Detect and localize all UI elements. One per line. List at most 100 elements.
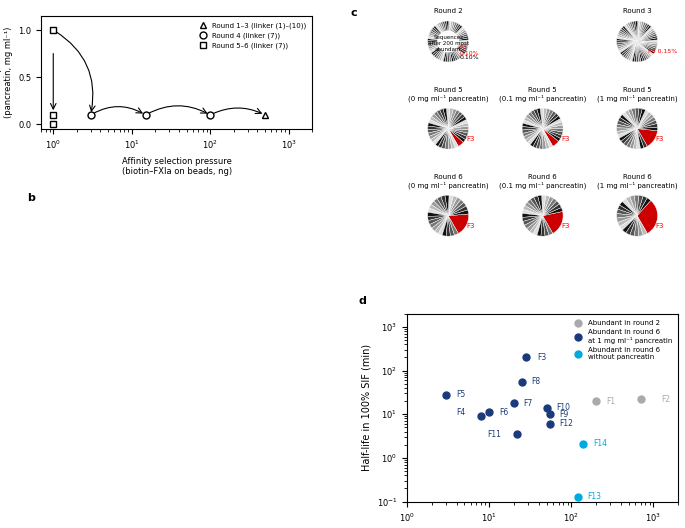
Wedge shape [522, 216, 543, 221]
Wedge shape [635, 108, 638, 129]
Wedge shape [540, 129, 543, 149]
Wedge shape [637, 120, 657, 129]
Text: F10: F10 [556, 403, 571, 412]
Wedge shape [428, 42, 448, 49]
Wedge shape [616, 213, 637, 218]
Wedge shape [536, 129, 543, 149]
Wedge shape [616, 124, 637, 129]
Wedge shape [448, 196, 457, 216]
Wedge shape [448, 129, 469, 133]
Wedge shape [637, 36, 657, 42]
Wedge shape [440, 109, 448, 129]
Wedge shape [525, 129, 543, 143]
Wedge shape [448, 195, 453, 216]
Wedge shape [448, 216, 455, 236]
Wedge shape [637, 42, 658, 46]
Wedge shape [625, 196, 637, 216]
Text: F13: F13 [588, 492, 601, 501]
Wedge shape [438, 129, 448, 148]
Wedge shape [543, 109, 550, 129]
Wedge shape [448, 122, 469, 129]
Wedge shape [634, 21, 637, 42]
Wedge shape [448, 214, 469, 233]
Wedge shape [623, 216, 637, 233]
Wedge shape [428, 34, 448, 42]
Wedge shape [429, 117, 448, 129]
Wedge shape [448, 40, 469, 42]
Wedge shape [616, 41, 637, 43]
Wedge shape [431, 29, 448, 42]
Wedge shape [637, 30, 655, 42]
Wedge shape [428, 122, 448, 129]
Wedge shape [637, 21, 642, 42]
Wedge shape [448, 42, 468, 49]
Wedge shape [524, 129, 543, 140]
Wedge shape [630, 195, 637, 216]
Wedge shape [448, 42, 451, 62]
Text: F3: F3 [561, 136, 569, 142]
Wedge shape [445, 129, 449, 149]
Wedge shape [636, 21, 638, 42]
Wedge shape [448, 34, 468, 42]
Wedge shape [627, 23, 637, 42]
Wedge shape [617, 34, 637, 42]
Wedge shape [637, 124, 658, 129]
Wedge shape [445, 21, 448, 42]
Wedge shape [616, 36, 637, 42]
Wedge shape [526, 114, 543, 129]
Wedge shape [436, 23, 448, 42]
Wedge shape [448, 119, 468, 129]
Wedge shape [543, 129, 563, 135]
Wedge shape [622, 26, 637, 42]
Wedge shape [432, 114, 448, 129]
Wedge shape [616, 216, 637, 222]
Wedge shape [448, 129, 467, 139]
Wedge shape [447, 21, 449, 42]
Wedge shape [637, 42, 656, 52]
Wedge shape [618, 216, 637, 227]
Wedge shape [620, 29, 637, 42]
Wedge shape [632, 108, 637, 129]
Text: 0.10%: 0.10% [460, 55, 479, 60]
Wedge shape [438, 23, 448, 42]
Wedge shape [448, 206, 468, 216]
Wedge shape [434, 26, 448, 42]
Wedge shape [543, 201, 560, 216]
Wedge shape [448, 200, 464, 216]
Wedge shape [448, 111, 462, 129]
Wedge shape [634, 42, 637, 62]
Text: F6: F6 [499, 408, 508, 417]
Wedge shape [448, 23, 459, 42]
Text: b: b [27, 193, 35, 203]
Wedge shape [637, 22, 644, 42]
Wedge shape [427, 126, 448, 129]
Wedge shape [637, 23, 648, 42]
Wedge shape [530, 197, 543, 216]
Wedge shape [522, 123, 543, 129]
Text: F3
0.10%: F3 0.10% [460, 45, 479, 56]
Wedge shape [622, 112, 637, 129]
Wedge shape [637, 42, 652, 57]
Wedge shape [527, 216, 543, 232]
Text: F9: F9 [560, 410, 569, 419]
Wedge shape [633, 129, 637, 149]
Text: F1: F1 [606, 397, 615, 406]
Wedge shape [637, 127, 658, 131]
Text: F11: F11 [487, 430, 501, 439]
Wedge shape [637, 216, 643, 236]
Wedge shape [637, 22, 646, 42]
Wedge shape [438, 216, 448, 235]
Wedge shape [620, 216, 637, 230]
Wedge shape [448, 197, 461, 216]
Wedge shape [429, 33, 448, 42]
Wedge shape [616, 42, 637, 45]
Title: Round 3: Round 3 [623, 8, 651, 14]
Wedge shape [543, 129, 550, 149]
Wedge shape [637, 42, 656, 50]
Wedge shape [637, 42, 640, 62]
Wedge shape [543, 195, 550, 216]
Wedge shape [427, 216, 448, 221]
Wedge shape [448, 108, 453, 129]
Wedge shape [543, 199, 557, 216]
Wedge shape [616, 128, 637, 131]
